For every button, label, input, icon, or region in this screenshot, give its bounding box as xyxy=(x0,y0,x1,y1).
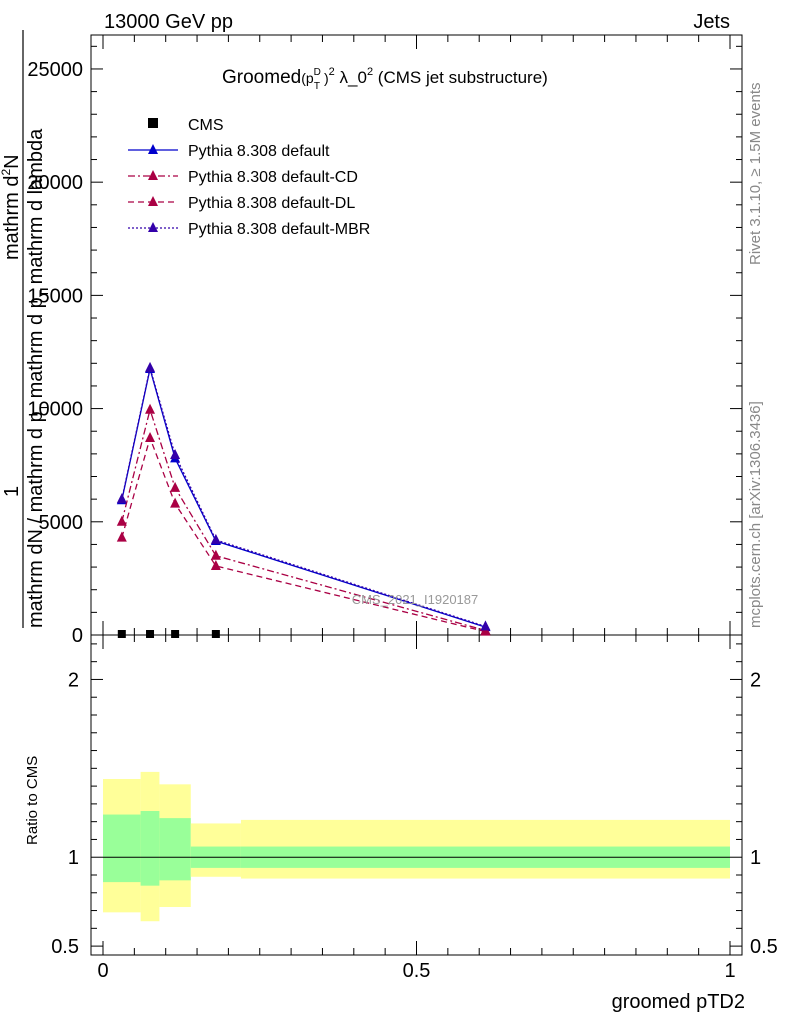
series-point xyxy=(170,449,181,459)
cms-data-point xyxy=(146,630,155,638)
analysis-watermark: CMS_2021_I1920187 xyxy=(352,592,479,607)
series-line xyxy=(121,367,486,628)
chart-title: Groomed(pD T)2 λ_02 (CMS jet substructure… xyxy=(222,66,548,92)
ratio-band-group xyxy=(103,771,730,922)
legend-label: Pythia 8.308 default-MBR xyxy=(188,221,370,238)
series-layer xyxy=(116,361,491,638)
legend-marker xyxy=(148,170,158,180)
series-point xyxy=(116,515,127,526)
series-point xyxy=(480,620,491,631)
header-jets-label: Jets xyxy=(693,11,730,33)
series-point xyxy=(116,493,127,504)
series-point xyxy=(210,559,221,570)
y-label-lower: mathrm dN / mathrm d pT mathrm d pT math… xyxy=(25,128,51,628)
series-point xyxy=(170,481,181,492)
ratio-tick-label-right: 0.5 xyxy=(750,936,778,958)
series-point xyxy=(145,432,156,443)
ratio-tick-label: 1 xyxy=(68,847,79,869)
ratio-tick-label: 2 xyxy=(68,669,79,691)
ratio-band-inner xyxy=(159,818,191,881)
legend-marker-cms xyxy=(148,118,158,128)
y-label-numerator: 1 xyxy=(1,486,23,497)
legend-marker xyxy=(148,196,158,206)
ratio-tick-label-right: 1 xyxy=(750,847,761,869)
series-point xyxy=(480,625,491,636)
x-tick-label: 0 xyxy=(97,960,108,982)
rivet-version-label: Rivet 3.1.10, ≥ 1.5M events xyxy=(747,83,764,266)
cms-data-point xyxy=(211,630,220,638)
series-point xyxy=(210,533,221,544)
series-line xyxy=(121,368,486,628)
y-tick-label: 5000 xyxy=(39,512,84,534)
x-axis-label: groomed pTD2 xyxy=(612,991,745,1013)
y-tick-label: 15000 xyxy=(27,285,83,307)
cms-data-point xyxy=(171,630,180,638)
cms-data-point xyxy=(117,630,126,638)
legend-label: Pythia 8.308 default xyxy=(188,143,330,160)
x-tick-label: 0.5 xyxy=(403,960,431,982)
legend-label-cms: CMS xyxy=(188,117,224,134)
series-point xyxy=(116,531,127,542)
series-point xyxy=(210,549,221,560)
axes-group: 0 5000 10000 15000 20000 25000 0 0.5 1 0.5 0.5 1 1 2 2 xyxy=(27,35,778,982)
mcplots-label: mcplots.cern.ch [arXiv:1306.3436] xyxy=(747,401,764,628)
y-label-upper: mathrm d2N xyxy=(0,154,23,260)
y-axis-label-main: 1 mathrm d2N mathrm dN / mathrm d pT mat… xyxy=(0,30,51,628)
ratio-tick-label-right: 2 xyxy=(750,669,761,691)
y-tick-label: 20000 xyxy=(27,172,83,194)
legend-marker xyxy=(148,144,158,154)
ratio-band-inner xyxy=(103,814,141,883)
legend-marker xyxy=(148,222,158,232)
legend-label: Pythia 8.308 default-CD xyxy=(188,169,358,186)
ratio-band-inner xyxy=(140,811,160,886)
y-axis-label-ratio: Ratio to CMS xyxy=(24,756,41,845)
y-tick-label: 10000 xyxy=(27,399,83,421)
legend: CMS Pythia 8.308 default Pythia 8.308 defa… xyxy=(128,117,370,238)
series-point xyxy=(145,403,156,414)
series-point xyxy=(170,497,181,508)
x-tick-label: 1 xyxy=(724,960,735,982)
series-point xyxy=(145,361,156,372)
legend-label: Pythia 8.308 default-DL xyxy=(188,195,355,212)
y-tick-label: 25000 xyxy=(27,59,83,81)
y-tick-label: 0 xyxy=(72,625,83,647)
ratio-tick-label: 0.5 xyxy=(51,936,79,958)
header-energy-label: 13000 GeV pp xyxy=(104,11,233,33)
